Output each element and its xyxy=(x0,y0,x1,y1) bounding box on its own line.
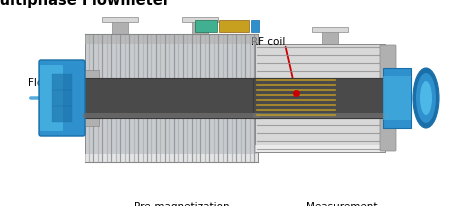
Bar xyxy=(85,34,258,44)
Bar xyxy=(52,74,72,90)
Text: Flow: Flow xyxy=(28,78,52,88)
Bar xyxy=(255,145,385,152)
Bar xyxy=(255,44,385,152)
Bar xyxy=(192,20,208,34)
Bar xyxy=(52,106,72,122)
Ellipse shape xyxy=(420,81,432,115)
Bar xyxy=(81,70,99,126)
Bar xyxy=(85,34,258,162)
Ellipse shape xyxy=(416,73,436,123)
Text: Measurement
section: Measurement section xyxy=(306,202,378,206)
Bar xyxy=(182,17,218,22)
Bar xyxy=(52,90,72,106)
Bar xyxy=(253,78,385,118)
Bar xyxy=(83,78,260,118)
Bar xyxy=(322,30,338,44)
Bar xyxy=(253,113,385,118)
Bar xyxy=(219,20,249,32)
Text: RF coil: RF coil xyxy=(251,37,285,47)
Bar xyxy=(85,154,258,162)
Bar xyxy=(251,20,259,32)
Text: Multiphase Flowmeter: Multiphase Flowmeter xyxy=(0,0,171,8)
Ellipse shape xyxy=(413,68,439,128)
Bar xyxy=(312,27,348,32)
FancyBboxPatch shape xyxy=(380,45,396,151)
Bar xyxy=(112,20,128,34)
Text: Pre-magnetization
section: Pre-magnetization section xyxy=(134,202,230,206)
Bar xyxy=(83,113,260,118)
Bar xyxy=(102,17,138,22)
FancyBboxPatch shape xyxy=(39,60,85,136)
FancyBboxPatch shape xyxy=(40,65,63,131)
Bar xyxy=(383,76,411,120)
Bar xyxy=(195,20,217,32)
Bar xyxy=(383,68,411,128)
